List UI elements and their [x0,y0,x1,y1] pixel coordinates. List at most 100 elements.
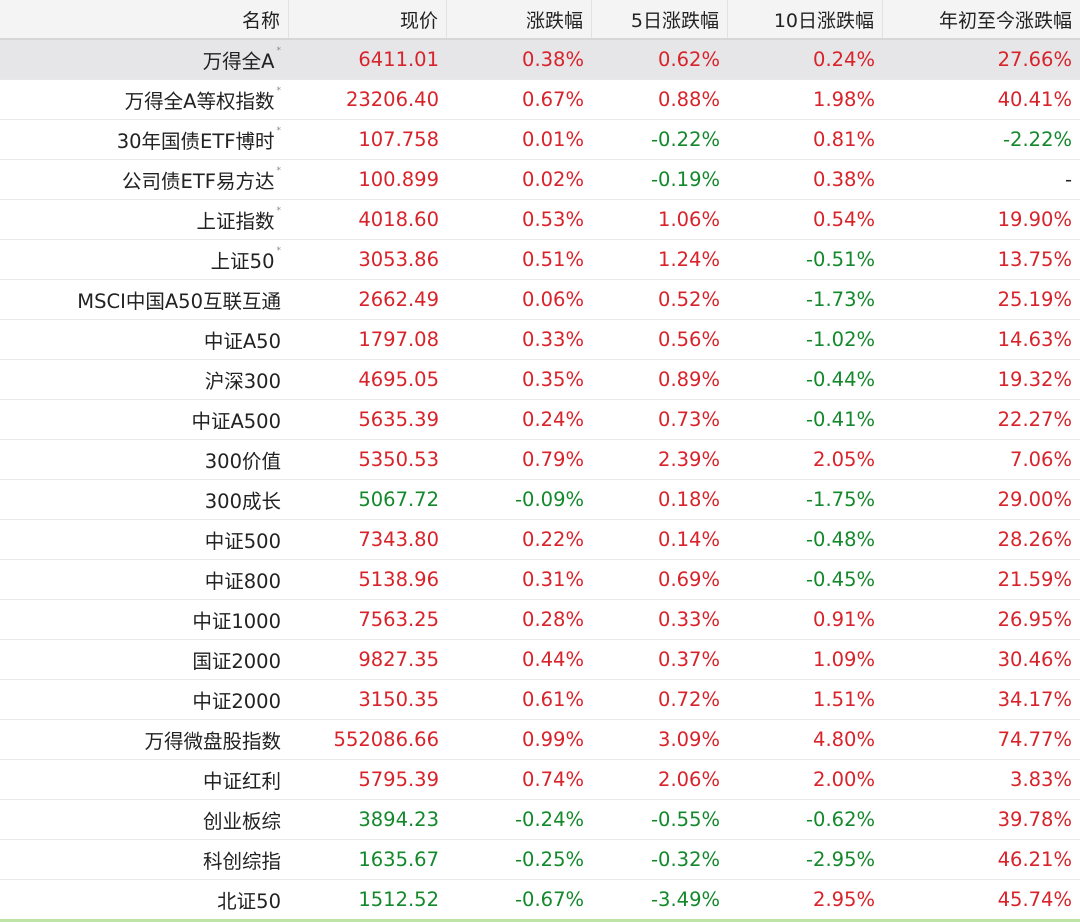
footnote-mark: * [276,126,282,136]
change-10d-cell: 0.24% [813,48,875,71]
change-cell: 0.02% [522,168,584,191]
header-change-5d[interactable]: 5日涨跌幅 [592,0,728,38]
change-5d-cell: -0.55% [651,808,720,831]
change-ytd-cell: 28.26% [997,528,1072,551]
change-5d-cell: 0.88% [658,88,720,111]
name-cell: 中证A50 [0,320,289,359]
change-5d-cell: 0.62% [658,48,720,71]
price-cell: 9827.35 [358,648,439,671]
name-cell: 上证指数 * [0,200,289,239]
change-10d-cell: 4.80% [813,728,875,751]
change-5d-cell: 0.72% [658,688,720,711]
header-price[interactable]: 现价 [289,0,447,38]
change-10d-cell: 0.81% [813,128,875,151]
change-cell: -0.25% [515,848,584,871]
change-10d-cell: -0.62% [806,808,875,831]
change-5d-cell: 1.24% [658,248,720,271]
table-row[interactable]: 30年国债ETF博时 * 107.758 0.01% -0.22% 0.81% -2.22% [0,120,1080,160]
table-row[interactable]: 中证A500 5635.39 0.24% 0.73% -0.41% 22.27% [0,400,1080,440]
header-name[interactable]: 名称 [0,0,289,38]
table-row[interactable]: 科创综指 1635.67 -0.25% -0.32% -2.95% 46.21% [0,840,1080,880]
table-row[interactable]: 沪深300 4695.05 0.35% 0.89% -0.44% 19.32% [0,360,1080,400]
price-cell: 4695.05 [358,368,439,391]
footnote-mark: * [276,166,282,176]
price-cell: 3053.86 [358,248,439,271]
change-10d-cell: 2.00% [813,768,875,791]
change-10d-cell: 2.05% [813,448,875,471]
change-ytd-cell: 13.75% [997,248,1072,271]
change-ytd-cell: 39.78% [997,808,1072,831]
bottom-divider [0,919,1080,922]
table-row[interactable]: 上证指数 * 4018.60 0.53% 1.06% 0.54% 19.90% [0,200,1080,240]
table-row[interactable]: 中证2000 3150.35 0.61% 0.72% 1.51% 34.17% [0,680,1080,720]
change-5d-cell: -0.22% [651,128,720,151]
index-name: 300成长 [204,490,281,513]
table-row[interactable]: 300成长 5067.72 -0.09% 0.18% -1.75% 29.00% [0,480,1080,520]
index-name: 中证500 [204,530,281,553]
table-row[interactable]: 300价值 5350.53 0.79% 2.39% 2.05% 7.06% [0,440,1080,480]
table-row[interactable]: 万得微盘股指数 552086.66 0.99% 3.09% 4.80% 74.77% [0,720,1080,760]
price-cell: 6411.01 [358,48,439,71]
header-change-10d[interactable]: 10日涨跌幅 [728,0,883,38]
change-cell: 0.79% [522,448,584,471]
footnote-mark: * [276,246,282,256]
change-10d-cell: -1.75% [806,488,875,511]
change-cell: 0.67% [522,88,584,111]
change-ytd-cell: 19.90% [997,208,1072,231]
change-10d-cell: -1.73% [806,288,875,311]
price-cell: 3894.23 [358,808,439,831]
change-10d-cell: 2.95% [813,888,875,911]
table-row[interactable]: 上证50 * 3053.86 0.51% 1.24% -0.51% 13.75% [0,240,1080,280]
table-row[interactable]: MSCI中国A50互联互通 2662.49 0.06% 0.52% -1.73% 25.1… [0,280,1080,320]
index-name: 中证2000 [192,690,281,713]
change-cell: 0.74% [522,768,584,791]
change-ytd-cell: 26.95% [997,608,1072,631]
change-cell: 0.28% [522,608,584,631]
table-row[interactable]: 国证2000 9827.35 0.44% 0.37% 1.09% 30.46% [0,640,1080,680]
index-name: 万得全A [202,50,275,73]
index-name: 上证50 [210,250,275,273]
price-cell: 7343.80 [358,528,439,551]
change-ytd-cell: 25.19% [997,288,1072,311]
table-row[interactable]: 北证50 1512.52 -0.67% -3.49% 2.95% 45.74% [0,880,1080,920]
change-ytd-cell: 14.63% [997,328,1072,351]
change-ytd-cell: 40.41% [997,88,1072,111]
table-row[interactable]: 创业板综 3894.23 -0.24% -0.55% -0.62% 39.78% [0,800,1080,840]
table-row[interactable]: 万得全A等权指数 * 23206.40 0.67% 0.88% 1.98% 40.41% [0,80,1080,120]
price-cell: 107.758 [358,128,439,151]
table-row[interactable]: 万得全A * 6411.01 0.38% 0.62% 0.24% 27.66% [0,40,1080,80]
price-cell: 5795.39 [358,768,439,791]
change-cell: 0.24% [522,408,584,431]
change-ytd-cell: 74.77% [997,728,1072,751]
change-5d-cell: 2.39% [658,448,720,471]
table-row[interactable]: 中证500 7343.80 0.22% 0.14% -0.48% 28.26% [0,520,1080,560]
change-5d-cell: 0.89% [658,368,720,391]
change-cell: 0.35% [522,368,584,391]
change-ytd-cell: 29.00% [997,488,1072,511]
change-ytd-cell: 22.27% [997,408,1072,431]
change-cell: 0.38% [522,48,584,71]
name-cell: 300成长 [0,480,289,519]
table-row[interactable]: 公司债ETF易方达 * 100.899 0.02% -0.19% 0.38% - [0,160,1080,200]
name-cell: 万得全A * [0,40,289,79]
header-change-ytd[interactable]: 年初至今涨跌幅 [938,9,1072,32]
change-cell: 0.61% [522,688,584,711]
name-cell: 300价值 [0,440,289,479]
footnote-mark: * [276,206,282,216]
table-row[interactable]: 中证红利 5795.39 0.74% 2.06% 2.00% 3.83% [0,760,1080,800]
price-cell: 1635.67 [358,848,439,871]
name-cell: MSCI中国A50互联互通 [0,280,289,319]
table-row[interactable]: 中证800 5138.96 0.31% 0.69% -0.45% 21.59% [0,560,1080,600]
change-5d-cell: 0.69% [658,568,720,591]
change-5d-cell: 0.33% [658,608,720,631]
table-row[interactable]: 中证1000 7563.25 0.28% 0.33% 0.91% 26.95% [0,600,1080,640]
change-5d-cell: -0.32% [651,848,720,871]
change-ytd-cell: -2.22% [1003,128,1072,151]
table-body: 万得全A * 6411.01 0.38% 0.62% 0.24% 27.66% 万得全A等权指… [0,40,1080,920]
change-cell: 0.44% [522,648,584,671]
table-row[interactable]: 中证A50 1797.08 0.33% 0.56% -1.02% 14.63% [0,320,1080,360]
change-10d-cell: -0.51% [806,248,875,271]
header-change[interactable]: 涨跌幅 [447,0,592,38]
change-5d-cell: -0.19% [651,168,720,191]
index-name: 中证1000 [192,610,281,633]
